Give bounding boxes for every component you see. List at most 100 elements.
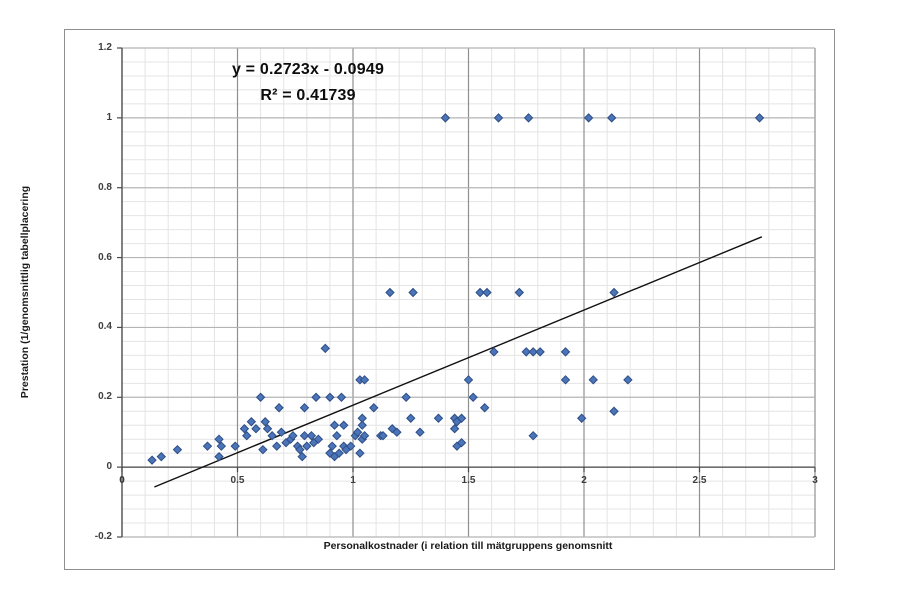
data-point: [576, 413, 587, 423]
data-point: [230, 441, 240, 451]
data-point: [313, 434, 324, 444]
data-point: [482, 287, 492, 298]
data-point: [463, 375, 474, 385]
y-tick-label: 0.6: [98, 251, 112, 263]
data-point: [452, 417, 462, 427]
x-axis-title: Personalkostnader (i relation till mätgr…: [323, 540, 613, 552]
data-point: [623, 375, 633, 385]
data-point: [392, 427, 402, 437]
data-point: [274, 403, 284, 413]
data-point: [607, 113, 617, 123]
x-tick-label: 2.5: [692, 475, 707, 487]
y-tick-label: -0.2: [94, 531, 112, 542]
data-point: [299, 430, 310, 441]
y-tick-label: 0: [106, 461, 112, 473]
data-point: [295, 444, 305, 455]
data-point: [754, 113, 765, 123]
data-point: [609, 406, 619, 416]
data-point: [433, 413, 444, 423]
axes: [117, 47, 816, 538]
x-tick-label: 1: [350, 475, 356, 487]
data-points: [147, 113, 765, 465]
data-point: [352, 427, 363, 437]
data-point: [339, 420, 349, 430]
trendline: [154, 236, 763, 488]
data-point: [267, 430, 277, 441]
data-point: [560, 375, 571, 385]
data-point: [415, 427, 425, 437]
data-point: [528, 347, 538, 357]
data-point: [272, 441, 282, 451]
data-point: [475, 287, 485, 298]
x-tick-label: 2: [581, 475, 587, 487]
data-point: [359, 430, 370, 441]
y-tick-label: 1.2: [98, 42, 112, 53]
data-point: [609, 287, 619, 298]
data-point: [489, 347, 499, 357]
equation-line: y = 0.2723x - 0.0949: [231, 61, 385, 78]
data-point: [327, 441, 337, 451]
data-point: [583, 113, 594, 123]
data-point: [468, 392, 478, 402]
data-point: [320, 343, 330, 354]
data-point: [355, 448, 365, 458]
x-tick-label: 3: [812, 475, 818, 487]
data-point: [299, 403, 310, 413]
data-point: [336, 392, 347, 402]
data-point: [288, 430, 298, 441]
data-point: [528, 430, 538, 441]
data-point: [147, 455, 157, 465]
data-point: [588, 375, 598, 385]
data-point: [258, 444, 268, 455]
data-point: [334, 448, 344, 458]
data-point: [242, 430, 252, 441]
data-point: [297, 451, 307, 462]
data-point: [521, 347, 531, 357]
data-point: [202, 441, 213, 451]
data-point: [359, 375, 370, 385]
r-squared-line: R² = 0.41739: [260, 87, 356, 104]
data-point: [456, 437, 467, 448]
data-point: [378, 430, 388, 441]
data-point: [255, 392, 266, 402]
y-tick-label: 0.2: [98, 391, 112, 403]
data-point: [276, 427, 287, 437]
y-tick-label: 1: [106, 111, 112, 123]
major-gridlines: [121, 47, 816, 538]
data-point: [156, 451, 166, 462]
data-point: [262, 424, 273, 434]
data-point: [369, 403, 379, 413]
data-point: [406, 413, 416, 423]
data-point: [329, 420, 340, 430]
data-point: [514, 287, 525, 298]
data-point: [345, 441, 356, 451]
data-point: [401, 392, 411, 402]
data-point: [440, 113, 451, 123]
data-point: [172, 444, 183, 455]
data-point: [214, 434, 224, 444]
data-point: [325, 392, 335, 402]
data-point: [306, 430, 317, 441]
x-tick-label: 0: [119, 475, 125, 487]
data-point: [260, 417, 270, 427]
data-point: [449, 424, 460, 434]
data-point: [560, 347, 571, 357]
x-tick-label: 1.5: [461, 475, 476, 487]
data-point: [357, 420, 367, 430]
y-tick-label: 0.8: [98, 181, 112, 193]
trendline-equation: y = 0.2723x - 0.0949 R² = 0.41739: [188, 57, 428, 109]
data-point: [493, 113, 504, 123]
y-axis-title: Prestation (1/genomsnittlig tabellplacer…: [19, 185, 31, 399]
data-point: [214, 451, 224, 462]
data-point: [385, 287, 395, 298]
data-point: [239, 424, 250, 434]
data-point: [332, 430, 342, 441]
data-point: [535, 347, 545, 357]
data-point: [523, 113, 534, 123]
data-point: [302, 441, 312, 451]
linear-trendline: [154, 236, 763, 488]
data-point: [408, 287, 418, 298]
data-point: [246, 417, 257, 427]
